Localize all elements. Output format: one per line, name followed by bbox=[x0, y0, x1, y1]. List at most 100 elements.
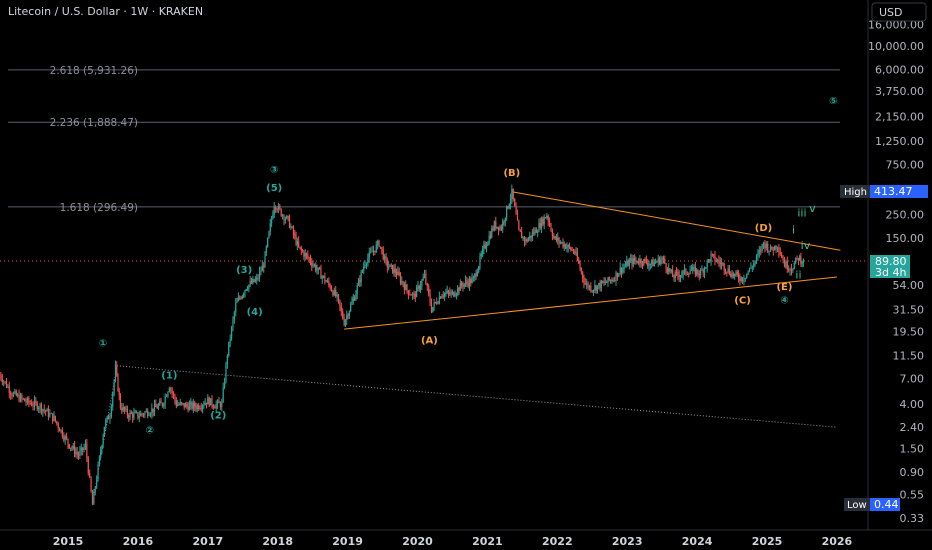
wave-label[interactable]: ④ bbox=[780, 295, 788, 306]
candle-body bbox=[322, 275, 325, 277]
wave-label[interactable]: ii bbox=[795, 269, 801, 282]
candle-body bbox=[744, 277, 746, 280]
candle-body bbox=[643, 259, 645, 265]
y-tick-label: 2,150.00 bbox=[875, 110, 924, 123]
candle-body bbox=[218, 400, 220, 403]
wave-label[interactable]: v bbox=[809, 202, 816, 215]
high-value: 413.47 bbox=[874, 185, 913, 198]
candle-body bbox=[535, 229, 537, 233]
chart-title: Litecoin / U.S. Dollar · 1W · KRAKEN bbox=[8, 5, 203, 18]
candle-body bbox=[575, 252, 577, 254]
candle-body bbox=[342, 311, 344, 319]
candle-body bbox=[596, 285, 599, 291]
candle-body bbox=[718, 260, 720, 263]
time-axis[interactable] bbox=[0, 530, 868, 550]
candle-body bbox=[485, 245, 488, 248]
wave-label[interactable]: (D) bbox=[755, 223, 772, 234]
candle-body bbox=[645, 259, 648, 264]
y-axis-ticks: 16,000.00 10,000.00 6,000.00 3,750.00 2,150.… bbox=[868, 19, 924, 525]
wave-label[interactable]: (E) bbox=[776, 282, 792, 293]
candle-body bbox=[765, 243, 767, 249]
candle-body bbox=[595, 285, 597, 291]
y-tick-label: 4.00 bbox=[900, 398, 925, 411]
wave-label[interactable]: (C) bbox=[734, 295, 750, 306]
candle-body bbox=[678, 275, 680, 278]
candle-body bbox=[110, 406, 112, 418]
candle-body bbox=[734, 273, 736, 277]
wave-label[interactable]: (3) bbox=[236, 265, 252, 276]
candle-body bbox=[723, 263, 725, 271]
candle-body bbox=[491, 228, 493, 238]
wave-label[interactable]: (5) bbox=[266, 183, 282, 194]
wave-label[interactable]: iii bbox=[797, 207, 806, 220]
candle-body bbox=[666, 268, 668, 272]
candle-body bbox=[209, 398, 212, 406]
trendline-dotted-channel[interactable] bbox=[116, 365, 837, 428]
candle-body bbox=[144, 412, 146, 415]
candle-body bbox=[167, 391, 169, 397]
wave-label[interactable]: ② bbox=[146, 425, 154, 436]
wave-label[interactable]: iv bbox=[801, 239, 811, 252]
high-marker: High 413.47 bbox=[840, 185, 928, 198]
y-tick-label: 1.50 bbox=[900, 443, 925, 456]
candle-body bbox=[47, 409, 50, 417]
candle-body bbox=[401, 281, 403, 283]
candle-body bbox=[570, 247, 572, 251]
wave-label[interactable]: (2) bbox=[210, 411, 226, 422]
candle-body bbox=[317, 267, 319, 270]
candle-body bbox=[35, 400, 37, 403]
candle-body bbox=[410, 294, 412, 296]
candle-body bbox=[19, 395, 22, 402]
candle-body bbox=[782, 258, 784, 261]
wave-label[interactable]: ⑤ bbox=[829, 96, 837, 107]
wave-label[interactable]: i bbox=[792, 224, 795, 237]
candle-body bbox=[464, 280, 467, 284]
candle-body bbox=[66, 436, 68, 439]
candle-body bbox=[739, 278, 741, 281]
candle-body bbox=[543, 217, 545, 225]
candle-body bbox=[514, 199, 516, 206]
trendline-triangle-upper[interactable] bbox=[511, 191, 841, 251]
candle-body bbox=[393, 268, 395, 273]
candle-body bbox=[33, 400, 36, 406]
candle-body bbox=[248, 284, 250, 290]
trendline-triangle-lower[interactable] bbox=[344, 276, 837, 330]
candle-body bbox=[661, 258, 663, 260]
candle-body bbox=[557, 237, 559, 241]
wave-label[interactable]: ③ bbox=[270, 165, 278, 176]
candle-body bbox=[15, 391, 17, 396]
candle-body bbox=[372, 250, 375, 253]
candle-body bbox=[298, 241, 300, 247]
candle-body bbox=[4, 381, 6, 383]
candle-body bbox=[25, 401, 27, 403]
candle-body bbox=[90, 477, 92, 492]
candle-body bbox=[603, 281, 605, 283]
y-tick-label: 250.00 bbox=[886, 209, 925, 222]
candle-body bbox=[447, 290, 450, 293]
candle-body bbox=[628, 260, 630, 267]
candle-body bbox=[236, 300, 238, 303]
candle-body bbox=[130, 412, 132, 414]
currency-button-label: USD bbox=[879, 6, 903, 19]
candle-body bbox=[344, 319, 347, 326]
wave-label[interactable]: (1) bbox=[161, 370, 177, 381]
candle-body bbox=[102, 435, 104, 446]
candle-body bbox=[346, 315, 348, 320]
wave-label[interactable]: (A) bbox=[421, 335, 438, 346]
trendline-wave-1-leg[interactable] bbox=[91, 365, 118, 505]
currency-button[interactable]: USD bbox=[871, 2, 927, 22]
wave-label[interactable]: ① bbox=[99, 339, 107, 350]
candle-body bbox=[741, 277, 744, 282]
candle-body bbox=[674, 271, 676, 278]
candle-body bbox=[244, 290, 246, 294]
candle-body bbox=[620, 267, 623, 273]
candle-body bbox=[772, 249, 774, 251]
candle-body bbox=[375, 244, 377, 252]
wave-label[interactable]: (B) bbox=[503, 168, 520, 179]
candle-body bbox=[198, 405, 200, 409]
wave-label[interactable]: (4) bbox=[247, 307, 263, 318]
candle-body bbox=[388, 266, 390, 268]
candle-body bbox=[133, 412, 135, 418]
candle-body bbox=[719, 262, 721, 265]
